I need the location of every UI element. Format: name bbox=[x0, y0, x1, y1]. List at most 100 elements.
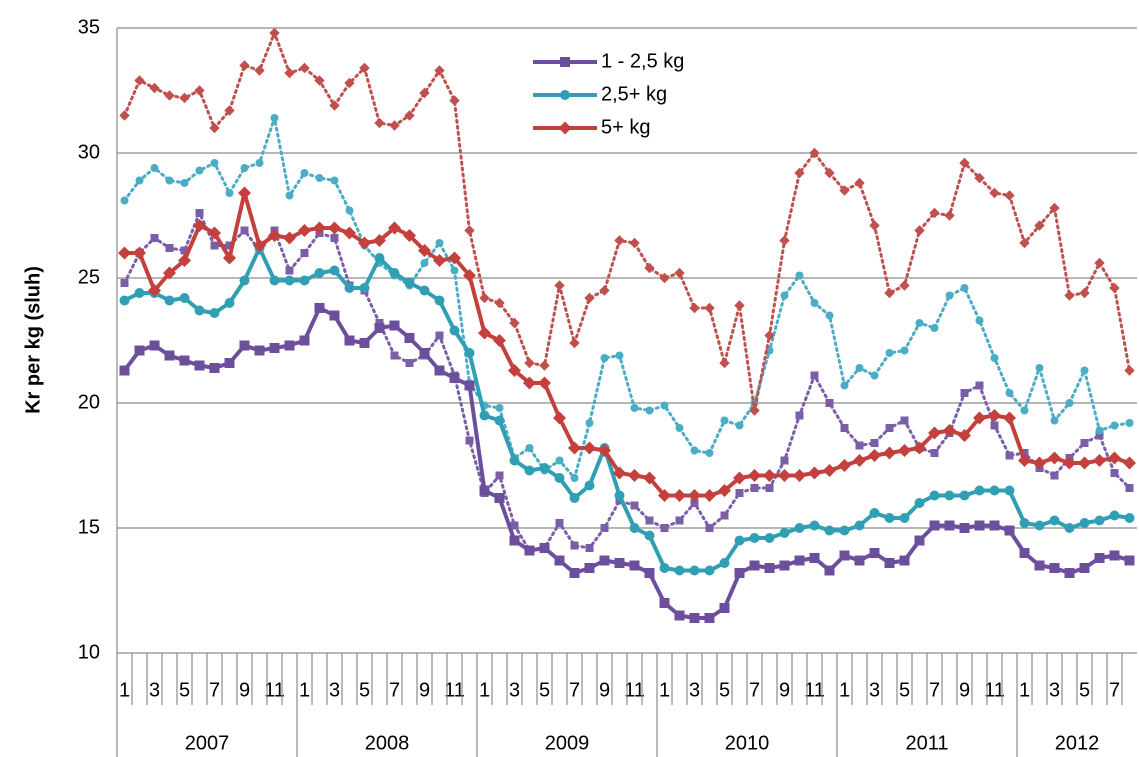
marker bbox=[179, 92, 190, 104]
marker bbox=[989, 520, 1000, 531]
marker bbox=[195, 209, 204, 217]
legend-label: 1 - 2,5 kg bbox=[601, 50, 684, 72]
marker bbox=[958, 429, 971, 442]
x-tick-label: 9 bbox=[779, 679, 790, 701]
marker bbox=[299, 62, 310, 74]
marker bbox=[899, 280, 910, 291]
x-tick-label: 5 bbox=[179, 679, 190, 701]
marker bbox=[840, 424, 849, 432]
marker bbox=[823, 464, 836, 477]
marker bbox=[194, 305, 205, 316]
marker bbox=[344, 335, 355, 346]
x-tick-label: 9 bbox=[419, 679, 430, 701]
marker bbox=[719, 603, 730, 613]
marker bbox=[254, 345, 265, 356]
marker bbox=[763, 469, 776, 482]
marker bbox=[495, 471, 504, 480]
series bbox=[120, 114, 1134, 482]
marker bbox=[374, 117, 385, 129]
marker bbox=[1094, 515, 1105, 526]
marker bbox=[974, 485, 985, 496]
marker bbox=[208, 226, 221, 240]
marker bbox=[854, 177, 865, 189]
marker bbox=[750, 484, 759, 492]
marker bbox=[510, 521, 519, 530]
marker bbox=[554, 473, 565, 483]
marker bbox=[463, 269, 476, 282]
marker bbox=[600, 524, 609, 532]
marker bbox=[1108, 451, 1121, 465]
marker bbox=[1049, 202, 1060, 214]
marker bbox=[210, 241, 219, 250]
marker bbox=[389, 120, 400, 131]
marker bbox=[419, 348, 430, 358]
marker bbox=[749, 533, 760, 543]
marker bbox=[330, 234, 339, 242]
marker bbox=[374, 253, 385, 263]
marker bbox=[344, 77, 355, 89]
marker bbox=[988, 409, 1001, 422]
marker bbox=[404, 333, 415, 343]
marker bbox=[119, 365, 130, 376]
marker bbox=[764, 563, 775, 573]
marker bbox=[1063, 456, 1076, 470]
marker bbox=[150, 164, 159, 172]
marker bbox=[614, 490, 625, 501]
marker bbox=[1049, 563, 1060, 573]
marker bbox=[613, 466, 626, 480]
marker bbox=[1110, 421, 1119, 430]
series bbox=[119, 27, 1135, 416]
marker bbox=[973, 411, 986, 425]
marker bbox=[388, 221, 401, 235]
marker bbox=[885, 424, 894, 432]
marker bbox=[194, 360, 205, 371]
x-group-label: 2010 bbox=[725, 732, 770, 754]
marker bbox=[119, 110, 130, 121]
marker bbox=[178, 254, 191, 267]
marker bbox=[810, 299, 819, 307]
marker bbox=[238, 186, 251, 200]
x-tick-label: 1 bbox=[839, 679, 850, 701]
marker bbox=[853, 454, 866, 467]
marker bbox=[795, 411, 804, 420]
marker bbox=[645, 406, 654, 415]
marker bbox=[224, 358, 235, 368]
marker bbox=[448, 251, 461, 265]
marker bbox=[1125, 419, 1134, 427]
marker bbox=[133, 246, 146, 260]
marker bbox=[720, 511, 729, 520]
marker bbox=[180, 246, 189, 255]
marker bbox=[343, 226, 356, 240]
marker bbox=[1094, 553, 1105, 563]
marker bbox=[809, 553, 820, 563]
marker bbox=[1004, 190, 1015, 201]
x-group-label: 2007 bbox=[185, 732, 230, 754]
marker bbox=[899, 513, 910, 523]
marker bbox=[883, 446, 896, 460]
marker bbox=[118, 246, 131, 260]
marker bbox=[180, 179, 189, 187]
marker bbox=[538, 376, 551, 390]
marker bbox=[224, 105, 235, 116]
marker bbox=[583, 441, 596, 455]
marker bbox=[390, 351, 399, 360]
marker bbox=[149, 340, 160, 351]
marker bbox=[585, 544, 594, 552]
marker bbox=[1005, 451, 1014, 460]
marker bbox=[795, 271, 804, 280]
marker bbox=[1019, 548, 1030, 558]
marker bbox=[838, 459, 851, 472]
marker bbox=[704, 302, 715, 314]
marker bbox=[285, 266, 294, 275]
marker bbox=[195, 166, 204, 175]
marker bbox=[990, 421, 999, 430]
x-group-label: 2008 bbox=[365, 732, 410, 754]
marker bbox=[494, 493, 505, 503]
marker bbox=[405, 359, 414, 367]
marker bbox=[239, 275, 250, 286]
y-tick-label: 30 bbox=[78, 141, 100, 163]
marker bbox=[884, 287, 895, 299]
marker bbox=[765, 484, 774, 492]
marker bbox=[748, 469, 761, 482]
